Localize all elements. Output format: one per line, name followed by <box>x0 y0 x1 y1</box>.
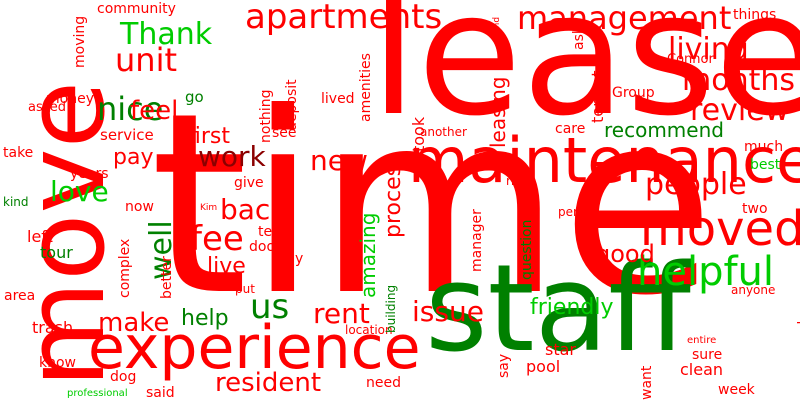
word-building: building <box>384 284 398 333</box>
word-go: go <box>185 88 204 106</box>
word-first: first <box>187 124 230 149</box>
word-community: community <box>97 1 176 17</box>
word-lived: lived <box>321 91 355 107</box>
word-care: care <box>555 121 586 137</box>
word-work: work <box>198 140 266 173</box>
word-kind: kind <box>3 195 29 209</box>
word-people: people <box>645 167 747 202</box>
word-question: question <box>519 219 535 280</box>
word-need: need <box>366 375 401 391</box>
word-want: want <box>639 365 655 400</box>
word-dog: dog <box>110 369 137 385</box>
word-star: star <box>545 340 576 359</box>
word-said: said <box>146 385 175 400</box>
word-know: know <box>39 355 76 371</box>
word-living: living <box>668 32 749 67</box>
word-door: door <box>249 239 281 255</box>
word-another: another <box>420 125 467 139</box>
word-deposit: deposit <box>284 79 300 131</box>
word-live: live <box>207 254 246 279</box>
word-way: way <box>275 251 304 267</box>
word-amazing: amazing <box>356 212 380 298</box>
word-helpful: helpful <box>637 249 775 295</box>
word-resident: resident <box>215 368 322 398</box>
word-service: service <box>100 126 154 144</box>
word-review: review <box>690 93 790 128</box>
word-pool: pool <box>526 357 561 376</box>
word-nothing: nothing <box>258 89 274 143</box>
word-new: new <box>310 144 368 177</box>
word-love: love <box>50 175 109 208</box>
word-anyone: anyone <box>731 283 776 297</box>
word-put: put <box>235 282 255 296</box>
word-much: much <box>744 139 784 155</box>
word-team: team <box>258 224 295 240</box>
word-asked: asked <box>28 100 67 115</box>
word-better: better <box>159 256 175 299</box>
word-looking: looking <box>426 226 445 285</box>
word-process: process <box>381 153 406 238</box>
word-right: right <box>506 174 535 188</box>
word-staff: staff <box>425 240 691 379</box>
word-fee: fee <box>190 219 244 259</box>
word-week: week <box>718 382 755 398</box>
word-clean: clean <box>680 360 724 379</box>
word-make: make <box>98 308 170 338</box>
word-months: months <box>682 63 795 98</box>
word-lease: lease <box>370 0 800 154</box>
word-maintenance: maintenance <box>408 124 800 197</box>
word-apartments: apartments <box>245 0 443 37</box>
word-location: location <box>345 323 393 337</box>
word-tenant: tenant <box>588 70 607 123</box>
word-person: person <box>558 205 600 219</box>
word-rent: rent <box>313 297 370 330</box>
word-tour: tour <box>40 243 73 262</box>
word-ask: ask <box>571 26 587 50</box>
word-say: say <box>496 353 512 378</box>
word-group: Group <box>612 85 655 101</box>
word-good: good <box>595 240 655 268</box>
word-two: two <box>742 201 768 217</box>
word-entire: entire <box>687 335 717 346</box>
word-help: help <box>181 306 229 331</box>
word-issue: issue <box>412 295 484 328</box>
word-things: things <box>733 7 777 23</box>
word-called: called <box>55 289 91 303</box>
word-experience: experience <box>88 313 421 383</box>
word-kim: Kim <box>200 203 218 213</box>
word-manager: manager <box>469 209 485 272</box>
word-money: money <box>46 91 94 107</box>
word-us: us <box>250 287 290 327</box>
word-moved: moved <box>640 201 800 257</box>
word-complex: complex <box>117 238 133 298</box>
word-find: find <box>492 16 502 34</box>
word-area: area <box>4 288 36 304</box>
word-take: take <box>3 145 34 161</box>
word-see: see <box>272 125 297 141</box>
word-leasing: leasing <box>486 76 510 148</box>
word-back: back <box>220 193 287 226</box>
word-unit: unit <box>115 41 177 79</box>
word-pay: pay <box>113 145 154 170</box>
word-professional: professional <box>67 388 128 399</box>
word-friendly: friendly <box>530 295 614 320</box>
word-moving: moving <box>72 15 88 68</box>
word-recommend: recommend <box>604 118 724 142</box>
word-management: management <box>517 0 732 37</box>
word-connor: Connor <box>667 52 714 67</box>
word-now: now <box>125 199 154 215</box>
word-trash: trash <box>32 318 74 337</box>
word-amenities: amenities <box>358 53 374 122</box>
word-nice: nice <box>97 90 164 128</box>
word-sure: sure <box>692 347 723 363</box>
word-years: years <box>70 166 109 182</box>
word-best: best <box>750 157 781 173</box>
word-thank: Thank <box>120 17 213 52</box>
word-left: left <box>27 227 53 246</box>
word-feel: feel <box>130 96 179 126</box>
word-time: time <box>150 59 715 350</box>
word-give: give <box>234 175 264 191</box>
